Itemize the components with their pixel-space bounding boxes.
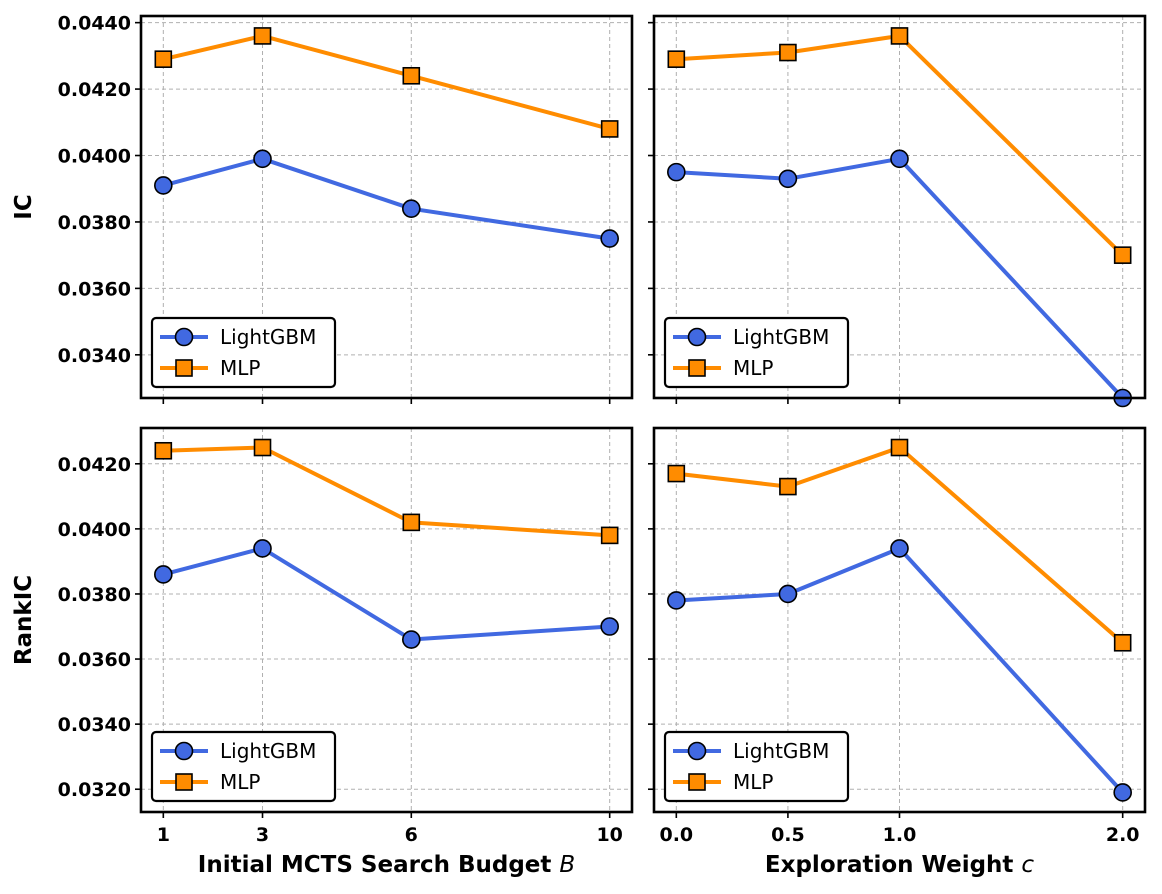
- data-point-lightgbm: [253, 149, 272, 169]
- series-line-mlp: [161, 445, 612, 538]
- legend-marker-lightgbm: [174, 327, 194, 347]
- x-tick-label: 1.0: [883, 824, 917, 846]
- data-point-mlp: [253, 438, 272, 457]
- legend-label-mlp: MLP: [220, 356, 260, 380]
- data-point-mlp: [402, 66, 421, 85]
- x-tick-label: 0.5: [771, 824, 805, 846]
- series-line-mlp: [674, 445, 1125, 645]
- legend-label-mlp: MLP: [733, 770, 773, 794]
- y-tick-label: 0.0320: [58, 779, 131, 801]
- series-line-lightgbm: [674, 546, 1125, 795]
- y-tick-label: 0.0400: [58, 146, 131, 168]
- x-tick-label: 2.0: [1106, 824, 1140, 846]
- y-tick-label: 0.0440: [58, 13, 131, 35]
- data-point-lightgbm: [253, 539, 272, 558]
- legend: LightGBM MLP: [663, 316, 850, 389]
- series-line-mlp: [161, 33, 612, 131]
- legend-marker-lightgbm: [174, 741, 194, 761]
- x-tick-label: 0.0: [659, 824, 693, 846]
- legend: LightGBM MLP: [150, 316, 337, 389]
- data-point-lightgbm: [154, 176, 173, 195]
- legend-label-lightgbm: LightGBM: [220, 325, 316, 349]
- legend-label-lightgbm: LightGBM: [733, 739, 829, 763]
- data-point-lightgbm: [778, 584, 798, 604]
- plot-frame: [139, 14, 634, 400]
- legend-marker-mlp: [175, 773, 193, 791]
- data-point-lightgbm: [600, 229, 619, 248]
- data-point-mlp: [1113, 246, 1132, 264]
- panel-bottom-left: 0.0320 0.0340 0.0360 0.0380 0.0400 0.0420 1 3 6 1…: [11, 426, 634, 878]
- plot-frame: [652, 426, 1147, 814]
- legend-label-mlp: MLP: [220, 770, 260, 794]
- x-axis-label-text: Initial MCTS Search Budget: [198, 852, 560, 878]
- legend-marker-mlp: [688, 359, 706, 377]
- data-point-lightgbm: [667, 162, 686, 182]
- series-line-lightgbm: [161, 546, 612, 642]
- y-tick-label: 0.0380: [58, 584, 131, 606]
- legend: LightGBM MLP: [663, 730, 850, 803]
- x-tick-label: 3: [256, 824, 269, 846]
- y-axis-label: IC: [11, 194, 37, 219]
- data-point-lightgbm: [154, 565, 173, 584]
- y-tick-label: 0.0420: [58, 454, 131, 476]
- data-point-mlp: [600, 120, 619, 138]
- x-axis-label-variable: c: [1021, 852, 1034, 878]
- legend-label-mlp: MLP: [733, 356, 773, 380]
- panel-bottom-right: 0.0 0.5 1.0 2.0 LightGBM MLP Exploration Weigh…: [648, 426, 1147, 878]
- data-point-mlp: [154, 441, 173, 460]
- x-tick-label: 1: [157, 824, 170, 846]
- y-tick-label: 0.0360: [58, 278, 131, 300]
- panel-top-left: 0.0340 0.0360 0.0380 0.0400 0.0420 0.0440 Ligh…: [11, 13, 634, 404]
- y-tick-label: 0.0340: [58, 345, 131, 367]
- data-point-mlp: [890, 27, 909, 45]
- data-point-mlp: [253, 27, 272, 45]
- data-point-lightgbm: [1113, 783, 1132, 802]
- x-axis-label-text: Exploration Weight: [765, 852, 1022, 878]
- panel-top-right: LightGBM MLP: [648, 14, 1147, 408]
- y-tick-label: 0.0400: [58, 519, 131, 541]
- data-point-mlp: [402, 513, 421, 532]
- data-point-mlp: [779, 477, 797, 496]
- legend-marker-mlp: [688, 773, 706, 791]
- data-point-lightgbm: [890, 149, 909, 169]
- series-line-lightgbm: [161, 156, 612, 241]
- x-tick-label: 10: [596, 824, 622, 846]
- legend: LightGBM MLP: [150, 730, 337, 803]
- legend-label-lightgbm: LightGBM: [733, 325, 829, 349]
- data-point-lightgbm: [890, 539, 909, 558]
- data-point-mlp: [667, 50, 686, 68]
- y-tick-label: 0.0380: [58, 212, 131, 234]
- data-point-lightgbm: [778, 169, 798, 189]
- data-point-lightgbm: [401, 199, 421, 218]
- data-point-mlp: [154, 50, 173, 68]
- legend-marker-lightgbm: [687, 327, 707, 347]
- data-point-mlp: [890, 438, 909, 457]
- plot-frame: [139, 426, 634, 814]
- data-point-mlp: [667, 464, 686, 483]
- data-point-lightgbm: [667, 591, 686, 610]
- data-point-lightgbm: [600, 617, 619, 636]
- series-line-mlp: [674, 33, 1125, 258]
- y-tick-label: 0.0340: [58, 714, 131, 736]
- y-axis-label: RankIC: [11, 575, 37, 665]
- x-tick-label: 6: [405, 824, 418, 846]
- x-axis-label: Exploration Weight c: [765, 852, 1035, 878]
- x-axis-label: Initial MCTS Search Budget B: [198, 852, 575, 878]
- data-point-mlp: [779, 43, 797, 62]
- plot-frame: [652, 14, 1147, 400]
- series-line-lightgbm: [674, 156, 1125, 400]
- legend-label-lightgbm: LightGBM: [220, 739, 316, 763]
- y-tick-label: 0.0420: [58, 79, 131, 101]
- y-tick-label: 0.0360: [58, 649, 131, 671]
- legend-marker-mlp: [175, 359, 193, 377]
- x-axis-label-variable: B: [559, 852, 575, 878]
- data-point-lightgbm: [401, 630, 421, 649]
- legend-marker-lightgbm: [687, 741, 707, 761]
- data-point-mlp: [1113, 633, 1132, 652]
- data-point-mlp: [600, 526, 619, 545]
